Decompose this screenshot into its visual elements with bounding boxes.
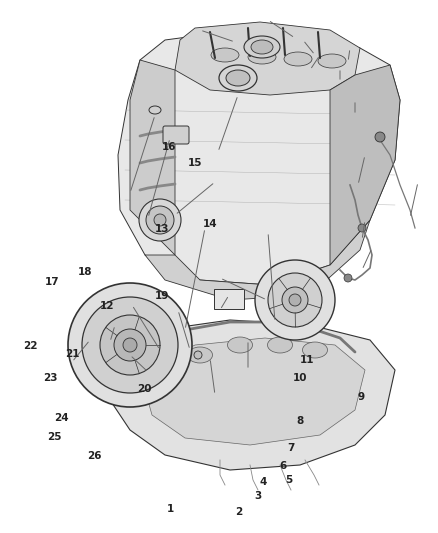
Text: 22: 22 (23, 342, 38, 351)
Text: 16: 16 (161, 142, 176, 151)
Text: 1: 1 (167, 504, 174, 514)
Ellipse shape (244, 36, 280, 58)
Text: 11: 11 (299, 355, 314, 365)
Ellipse shape (268, 337, 293, 353)
Text: 5: 5 (286, 475, 293, 484)
Text: 9: 9 (358, 392, 365, 402)
Circle shape (289, 294, 301, 306)
Ellipse shape (318, 54, 346, 68)
Polygon shape (145, 338, 365, 445)
Ellipse shape (303, 342, 328, 358)
Ellipse shape (227, 337, 252, 353)
Ellipse shape (154, 214, 166, 226)
Circle shape (82, 297, 178, 393)
Ellipse shape (226, 70, 250, 86)
Text: 2: 2 (235, 507, 242, 516)
Circle shape (375, 132, 385, 142)
Text: 18: 18 (78, 267, 93, 277)
Polygon shape (145, 220, 370, 300)
Circle shape (344, 274, 352, 282)
Circle shape (100, 315, 160, 375)
Text: 10: 10 (293, 374, 307, 383)
Ellipse shape (211, 48, 239, 62)
Circle shape (255, 260, 335, 340)
Text: 24: 24 (54, 414, 69, 423)
Circle shape (114, 329, 146, 361)
Text: 4: 4 (259, 478, 266, 487)
Circle shape (173, 355, 183, 365)
Polygon shape (175, 22, 360, 95)
Circle shape (194, 351, 202, 359)
Polygon shape (110, 320, 395, 470)
Text: 17: 17 (45, 278, 60, 287)
Ellipse shape (139, 199, 181, 241)
Text: 23: 23 (43, 374, 58, 383)
Ellipse shape (187, 347, 212, 363)
Circle shape (268, 273, 322, 327)
Ellipse shape (284, 52, 312, 66)
Text: 15: 15 (187, 158, 202, 167)
Ellipse shape (149, 106, 161, 114)
Text: 13: 13 (155, 224, 170, 234)
Text: 26: 26 (87, 451, 102, 461)
Text: 7: 7 (288, 443, 295, 453)
Circle shape (358, 224, 366, 232)
Text: 3: 3 (255, 491, 262, 500)
Ellipse shape (146, 206, 174, 234)
Polygon shape (118, 340, 165, 400)
Text: 12: 12 (100, 302, 115, 311)
Ellipse shape (251, 40, 273, 54)
Circle shape (282, 287, 308, 313)
FancyBboxPatch shape (214, 289, 244, 309)
Text: 8: 8 (297, 416, 304, 426)
Circle shape (143, 343, 153, 353)
Polygon shape (130, 60, 175, 255)
Text: 14: 14 (203, 219, 218, 229)
Text: 6: 6 (279, 462, 286, 471)
Ellipse shape (248, 50, 276, 64)
Text: 20: 20 (137, 384, 152, 394)
FancyBboxPatch shape (163, 126, 189, 144)
Text: 19: 19 (155, 291, 169, 301)
Polygon shape (118, 30, 400, 285)
Circle shape (123, 338, 137, 352)
Text: 25: 25 (47, 432, 62, 442)
Polygon shape (330, 65, 400, 265)
Text: 21: 21 (65, 350, 80, 359)
Ellipse shape (219, 65, 257, 91)
Circle shape (68, 283, 192, 407)
